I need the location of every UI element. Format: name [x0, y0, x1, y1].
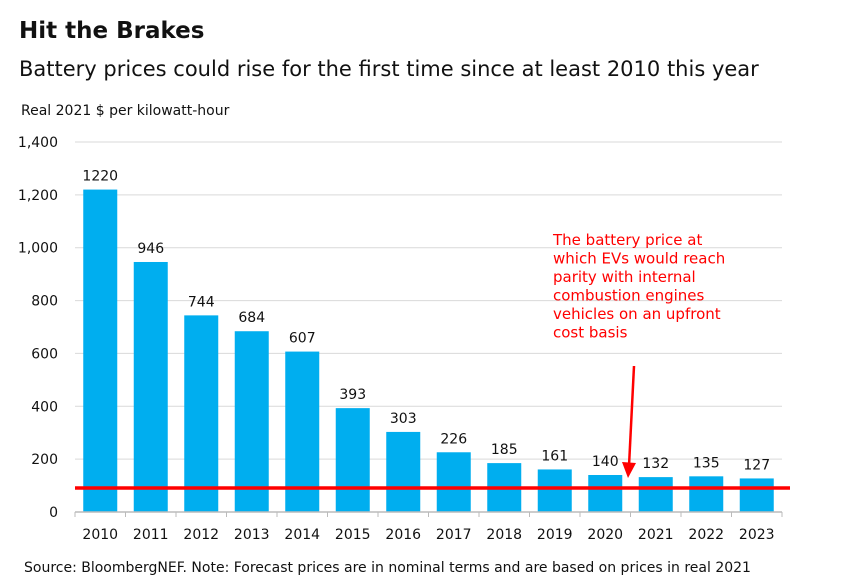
bar-2020: [588, 475, 623, 512]
annotation-arrow-head: [622, 462, 636, 478]
y-tick-label: 400: [31, 399, 58, 415]
x-tick-label: 2014: [284, 527, 320, 543]
x-tick-label: 2016: [385, 527, 421, 543]
bar-2023: [739, 478, 774, 512]
y-axis-label: Real 2021 $ per kilowatt-hour: [21, 103, 230, 119]
data-label: 744: [188, 294, 215, 310]
data-label: 946: [137, 241, 164, 257]
annotation-arrow-shaft: [627, 365, 636, 467]
data-label: 226: [440, 431, 467, 447]
chart-title: Hit the Brakes: [19, 18, 205, 44]
x-tick-label: 2020: [587, 527, 623, 543]
bar-2012: [184, 315, 219, 512]
annotation-text: vehicles on an upfront: [553, 305, 721, 323]
bar-2021: [638, 477, 673, 512]
data-label: 127: [743, 457, 770, 473]
x-tick-label: 2021: [638, 527, 674, 543]
y-tick-label: 0: [49, 505, 58, 521]
y-tick-label: 1,400: [18, 135, 58, 151]
x-tick-label: 2023: [739, 527, 775, 543]
x-tick-label: 2011: [133, 527, 169, 543]
data-label: 607: [289, 331, 316, 347]
x-tick-label: 2018: [486, 527, 522, 543]
annotation-text: The battery price at: [552, 231, 702, 249]
data-label: 185: [491, 442, 518, 458]
chart-subtitle: Battery prices could rise for the first …: [19, 57, 759, 81]
data-label: 140: [592, 454, 619, 470]
data-label: 1220: [82, 169, 118, 185]
x-tick-label: 2022: [688, 527, 724, 543]
y-tick-label: 1,000: [18, 241, 58, 257]
x-tick-label: 2015: [335, 527, 371, 543]
y-tick-label: 1,200: [18, 188, 58, 204]
bar-2022: [689, 476, 724, 512]
y-tick-label: 800: [31, 294, 58, 310]
bar-2010: [83, 189, 118, 513]
bar-2015: [335, 408, 370, 512]
data-label: 684: [238, 310, 265, 326]
y-tick-label: 600: [31, 346, 58, 362]
annotation-text: combustion engines: [553, 287, 705, 305]
bar-2013: [234, 331, 269, 512]
x-tick-label: 2019: [537, 527, 573, 543]
data-label: 393: [339, 387, 366, 403]
bar-2016: [386, 431, 421, 512]
x-tick-label: 2010: [82, 527, 118, 543]
annotation-text: cost basis: [553, 324, 628, 342]
bar-2019: [537, 469, 572, 512]
data-label: 135: [693, 455, 720, 471]
data-label: 161: [541, 448, 568, 464]
annotation-text: parity with internal: [553, 268, 696, 286]
annotation-text: which EVs would reach: [553, 250, 725, 268]
y-tick-label: 200: [31, 452, 58, 468]
footnote: Source: BloombergNEF. Note: Forecast pri…: [24, 560, 751, 576]
bar-2017: [436, 452, 471, 512]
x-tick-label: 2012: [183, 527, 219, 543]
x-tick-label: 2013: [234, 527, 270, 543]
bar-2011: [133, 261, 168, 512]
data-label: 132: [642, 456, 669, 472]
x-tick-label: 2017: [436, 527, 472, 543]
data-label: 303: [390, 411, 417, 427]
bar-2014: [285, 351, 320, 512]
